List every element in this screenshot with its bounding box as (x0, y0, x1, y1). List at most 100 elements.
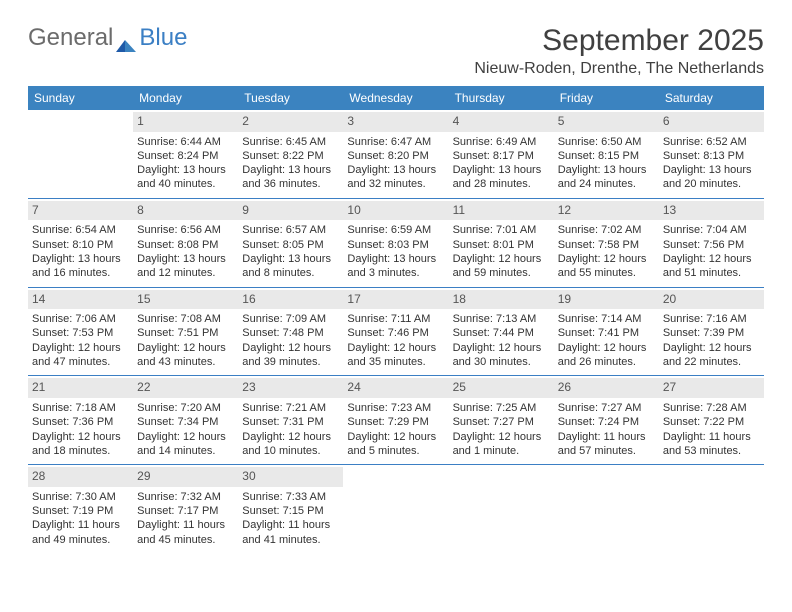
day-cell: 25Sunrise: 7:25 AMSunset: 7:27 PMDayligh… (449, 376, 554, 464)
day-cell: 20Sunrise: 7:16 AMSunset: 7:39 PMDayligh… (659, 288, 764, 376)
daylight-line1: Daylight: 12 hours (453, 430, 550, 444)
sunrise-text: Sunrise: 7:32 AM (137, 490, 234, 504)
daylight-line1: Daylight: 11 hours (242, 518, 339, 532)
day-cell: 11Sunrise: 7:01 AMSunset: 8:01 PMDayligh… (449, 199, 554, 287)
daylight-line2: and 14 minutes. (137, 444, 234, 458)
daylight-line2: and 26 minutes. (558, 355, 655, 369)
sunset-text: Sunset: 7:34 PM (137, 415, 234, 429)
sunset-text: Sunset: 7:51 PM (137, 326, 234, 340)
sunset-text: Sunset: 7:17 PM (137, 504, 234, 518)
day-cell: 15 Sunrise: 7:08 AMSunset: 7:51 PMDayligh… (133, 288, 238, 376)
day-number: 17 (343, 290, 448, 310)
day-cell: 14Sunrise: 7:06 AMSunset: 7:53 PMDayligh… (28, 288, 133, 376)
day-number: 13 (659, 201, 764, 221)
day-cell: 5Sunrise: 6:50 AMSunset: 8:15 PMDaylight… (554, 110, 659, 198)
day-cell: 21Sunrise: 7:18 AMSunset: 7:36 PMDayligh… (28, 376, 133, 464)
sunrise-text: Sunrise: 7:18 AM (32, 401, 129, 415)
day-number: 5 (554, 112, 659, 132)
sunset-text: Sunset: 7:27 PM (453, 415, 550, 429)
day-number: 20 (659, 290, 764, 310)
day-number: 3 (343, 112, 448, 132)
daylight-line2: and 59 minutes. (453, 266, 550, 280)
daylight-line2: and 45 minutes. (137, 533, 234, 547)
day-number: 7 (28, 201, 133, 221)
month-title: September 2025 (474, 24, 764, 58)
daylight-line2: and 10 minutes. (242, 444, 339, 458)
daylight-line1: Daylight: 12 hours (558, 252, 655, 266)
daylight-line2: and 40 minutes. (137, 177, 234, 191)
day-cell: 29Sunrise: 7:32 AMSunset: 7:17 PMDayligh… (133, 465, 238, 553)
day-number: 28 (28, 467, 133, 487)
sunset-text: Sunset: 7:22 PM (663, 415, 760, 429)
sunset-text: Sunset: 8:20 PM (347, 149, 444, 163)
daylight-line1: Daylight: 12 hours (137, 341, 234, 355)
sunrise-text: Sunrise: 6:45 AM (242, 135, 339, 149)
day-cell (449, 465, 554, 553)
day-number: 15 (133, 290, 238, 310)
day-number: 23 (238, 378, 343, 398)
logo-text-general: General (28, 24, 113, 52)
day-cell: 24Sunrise: 7:23 AMSunset: 7:29 PMDayligh… (343, 376, 448, 464)
day-label: Friday (554, 86, 659, 110)
day-cell: 2Sunrise: 6:45 AMSunset: 8:22 PMDaylight… (238, 110, 343, 198)
daylight-line1: Daylight: 12 hours (663, 252, 760, 266)
week-row: 14Sunrise: 7:06 AMSunset: 7:53 PMDayligh… (28, 287, 764, 376)
daylight-line2: and 5 minutes. (347, 444, 444, 458)
daylight-line1: Daylight: 12 hours (453, 252, 550, 266)
daylight-line2: and 28 minutes. (453, 177, 550, 191)
day-number: 1 (133, 112, 238, 132)
day-cell: 10Sunrise: 6:59 AMSunset: 8:03 PMDayligh… (343, 199, 448, 287)
day-cell: 6Sunrise: 6:52 AMSunset: 8:13 PMDaylight… (659, 110, 764, 198)
daylight-line2: and 36 minutes. (242, 177, 339, 191)
day-cell: 18Sunrise: 7:13 AMSunset: 7:44 PMDayligh… (449, 288, 554, 376)
sunrise-text: Sunrise: 7:06 AM (32, 312, 129, 326)
sunrise-text: Sunrise: 7:01 AM (453, 223, 550, 237)
sunset-text: Sunset: 8:01 PM (453, 238, 550, 252)
daylight-line2: and 16 minutes. (32, 266, 129, 280)
daylight-line1: Daylight: 13 hours (32, 252, 129, 266)
day-number: 8 (133, 201, 238, 221)
sunrise-text: Sunrise: 7:23 AM (347, 401, 444, 415)
day-label: Wednesday (343, 86, 448, 110)
day-number: 9 (238, 201, 343, 221)
day-number: 30 (238, 467, 343, 487)
day-cell: 17Sunrise: 7:11 AMSunset: 7:46 PMDayligh… (343, 288, 448, 376)
day-label: Saturday (659, 86, 764, 110)
daylight-line2: and 12 minutes. (137, 266, 234, 280)
day-number: 10 (343, 201, 448, 221)
sunrise-text: Sunrise: 7:30 AM (32, 490, 129, 504)
daylight-line1: Daylight: 11 hours (137, 518, 234, 532)
sunset-text: Sunset: 8:24 PM (137, 149, 234, 163)
sunset-text: Sunset: 7:15 PM (242, 504, 339, 518)
day-cell: 9Sunrise: 6:57 AMSunset: 8:05 PMDaylight… (238, 199, 343, 287)
sunset-text: Sunset: 8:17 PM (453, 149, 550, 163)
daylight-line2: and 20 minutes. (663, 177, 760, 191)
daylight-line2: and 43 minutes. (137, 355, 234, 369)
sunrise-text: Sunrise: 6:44 AM (137, 135, 234, 149)
day-cell (554, 465, 659, 553)
sunset-text: Sunset: 8:15 PM (558, 149, 655, 163)
sunrise-text: Sunrise: 6:57 AM (242, 223, 339, 237)
day-cell (28, 110, 133, 198)
daylight-line2: and 1 minute. (453, 444, 550, 458)
daylight-line1: Daylight: 13 hours (137, 163, 234, 177)
sunrise-text: Sunrise: 7:04 AM (663, 223, 760, 237)
sunrise-text: Sunrise: 7:27 AM (558, 401, 655, 415)
sunrise-text: Sunrise: 6:52 AM (663, 135, 760, 149)
day-label: Thursday (449, 86, 554, 110)
daylight-line1: Daylight: 12 hours (242, 430, 339, 444)
logo-text-blue: Blue (139, 24, 187, 52)
sunrise-text: Sunrise: 7:08 AM (137, 312, 234, 326)
sunset-text: Sunset: 7:39 PM (663, 326, 760, 340)
daylight-line2: and 57 minutes. (558, 444, 655, 458)
sunset-text: Sunset: 7:36 PM (32, 415, 129, 429)
title-block: September 2025 Nieuw-Roden, Drenthe, The… (474, 24, 764, 78)
daylight-line2: and 47 minutes. (32, 355, 129, 369)
day-number: 4 (449, 112, 554, 132)
daylight-line2: and 24 minutes. (558, 177, 655, 191)
sunset-text: Sunset: 7:19 PM (32, 504, 129, 518)
header: General Blue September 2025 Nieuw-Roden,… (28, 24, 764, 78)
day-label: Monday (133, 86, 238, 110)
day-cell: 4Sunrise: 6:49 AMSunset: 8:17 PMDaylight… (449, 110, 554, 198)
day-cell: 1 Sunrise: 6:44 AMSunset: 8:24 PMDaylight… (133, 110, 238, 198)
